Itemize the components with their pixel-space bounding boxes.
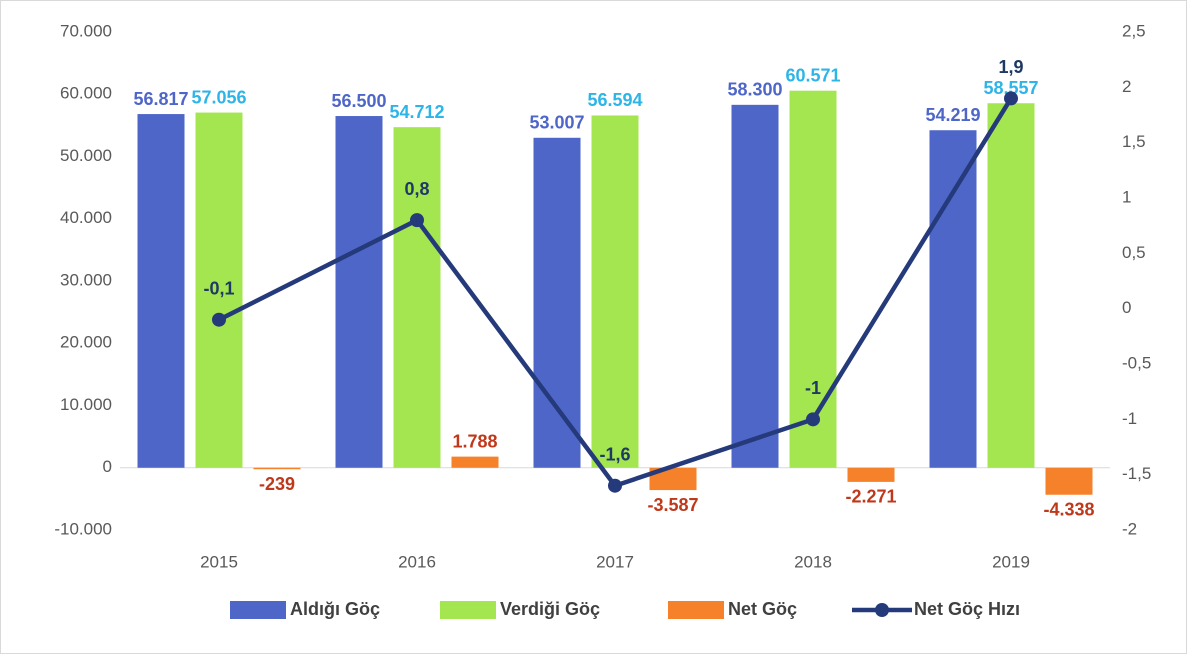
legend-label: Aldığı Göç: [290, 599, 380, 619]
y2-tick-label: 2,5: [1122, 21, 1146, 40]
y2-tick-label: -0,5: [1122, 353, 1151, 372]
y-tick-label: 40.000: [60, 208, 112, 227]
y-tick-label: -10.000: [54, 519, 112, 538]
legend-label: Net Göç Hızı: [914, 599, 1020, 619]
line-marker: [410, 213, 424, 228]
x-tick-label: 2016: [398, 552, 436, 571]
data-label: -239: [259, 474, 295, 494]
bar: [393, 127, 441, 468]
y2-tick-label: 2: [1122, 77, 1131, 96]
data-label: 1,9: [998, 57, 1023, 77]
bar: [253, 467, 301, 470]
data-label: 58.557: [983, 78, 1038, 98]
data-label: 54.219: [925, 105, 980, 125]
legend-label: Net Göç: [728, 599, 797, 619]
bar: [591, 115, 639, 468]
data-label: 56.817: [133, 89, 188, 109]
line-marker: [1004, 91, 1018, 106]
legend-swatch: [440, 601, 496, 619]
x-tick-label: 2018: [794, 552, 832, 571]
y2-tick-label: 1: [1122, 187, 1131, 206]
data-label: 56.594: [587, 90, 642, 110]
legend-swatch: [668, 601, 724, 619]
data-label: -0,1: [203, 278, 234, 298]
data-label: 56.500: [331, 91, 386, 111]
y2-tick-label: 0: [1122, 298, 1131, 317]
bar: [137, 114, 185, 468]
bar: [731, 104, 779, 468]
line-marker: [806, 412, 820, 427]
bar: [1045, 467, 1093, 495]
data-label: -3.587: [647, 495, 698, 515]
bar: [335, 116, 383, 468]
legend-label: Verdiği Göç: [500, 599, 600, 619]
data-label: 0,8: [404, 179, 429, 199]
data-label: 57.056: [191, 87, 246, 107]
data-label: -4.338: [1043, 500, 1094, 520]
x-tick-label: 2017: [596, 552, 634, 571]
x-tick-label: 2019: [992, 552, 1030, 571]
line-marker: [608, 478, 622, 493]
bar: [789, 90, 837, 468]
bar: [195, 112, 243, 468]
data-label: 1.788: [452, 431, 497, 451]
legend-swatch: [230, 601, 286, 619]
y2-tick-label: -2: [1122, 519, 1137, 538]
data-label: 54.712: [389, 102, 444, 122]
y-tick-label: 10.000: [60, 395, 112, 414]
data-label: -1: [805, 378, 821, 398]
x-tick-label: 2015: [200, 552, 238, 571]
y-tick-label: 20.000: [60, 333, 112, 352]
data-label: -2.271: [845, 487, 896, 507]
y-tick-label: 50.000: [60, 146, 112, 165]
data-label: 58.300: [727, 80, 782, 100]
y2-tick-label: 1,5: [1122, 132, 1146, 151]
y-tick-label: 70.000: [60, 21, 112, 40]
bar: [929, 130, 977, 468]
y-tick-label: 60.000: [60, 84, 112, 103]
y-tick-label: 0: [103, 457, 112, 476]
bar: [987, 103, 1035, 468]
y2-tick-label: -1,5: [1122, 464, 1151, 483]
bar: [649, 467, 697, 491]
y2-tick-label: -1: [1122, 409, 1137, 428]
line-marker: [212, 312, 226, 327]
data-label: -1,6: [599, 444, 630, 464]
bar: [533, 137, 581, 468]
bar: [451, 456, 499, 468]
data-label: 53.007: [529, 113, 584, 133]
data-label: 60.571: [785, 65, 840, 85]
legend-swatch: [875, 603, 889, 617]
y-tick-label: 30.000: [60, 270, 112, 289]
bar: [847, 467, 895, 482]
y2-tick-label: 0,5: [1122, 243, 1146, 262]
